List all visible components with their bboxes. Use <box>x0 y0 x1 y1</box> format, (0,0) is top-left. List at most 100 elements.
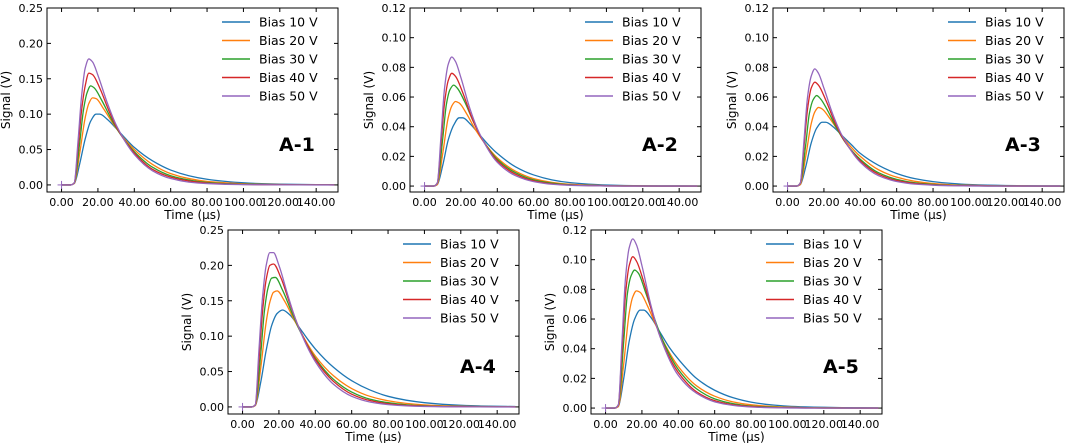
x-tick-label: 80.00 <box>917 196 949 209</box>
x-tick-label: 20.00 <box>82 196 114 209</box>
x-tick-label: 140.00 <box>478 418 517 431</box>
x-tick-label: 0.00 <box>775 196 800 209</box>
y-tick-label: 0.02 <box>382 150 407 163</box>
legend-label: Bias 40 V <box>985 70 1044 85</box>
legend-label: Bias 50 V <box>440 311 499 326</box>
x-tick-label: 140.00 <box>1023 196 1062 209</box>
axes-frame <box>772 7 1065 193</box>
y-tick-label: 0.06 <box>382 91 407 104</box>
legend-label: Bias 20 V <box>259 33 318 48</box>
y-tick-label: 0.00 <box>200 401 225 414</box>
x-axis-label: Time (µs) <box>526 208 583 222</box>
legend-label: Bias 10 V <box>259 15 318 30</box>
x-tick-label: 0.00 <box>49 196 74 209</box>
y-tick-label: 0.12 <box>563 224 588 237</box>
axes-frame <box>227 229 520 415</box>
y-tick-label: 0.04 <box>382 121 407 134</box>
x-tick-label: 140.00 <box>297 196 336 209</box>
axes-frame <box>46 7 339 193</box>
legend-label: Bias 30 V <box>440 274 499 289</box>
x-tick-label: 40.00 <box>300 418 332 431</box>
y-tick-label: 0.00 <box>745 180 770 193</box>
x-tick-label: 140.00 <box>841 418 880 431</box>
legend: Bias 10 V Bias 20 V Bias 30 V Bias 40 V Bias… <box>766 237 862 326</box>
x-tick-label: 60.00 <box>881 196 913 209</box>
y-tick-label: 0.10 <box>745 32 770 45</box>
series-line-bias-50v <box>242 251 516 408</box>
y-tick-label: 0.02 <box>563 372 588 385</box>
y-axis-label: Signal (V) <box>725 71 739 129</box>
legend-label: Bias 10 V <box>440 237 499 252</box>
y-tick-label: 0.10 <box>382 32 407 45</box>
panel-label: A-4 <box>460 356 496 378</box>
y-tick-label: 0.20 <box>19 37 44 50</box>
axes-frame <box>590 229 883 415</box>
x-tick-label: 0.00 <box>230 418 255 431</box>
y-axis-label: Signal (V) <box>0 71 13 129</box>
y-tick-label: 0.04 <box>563 343 588 356</box>
series-line-bias-20v <box>242 290 516 408</box>
x-tick-label: 40.00 <box>663 418 695 431</box>
y-tick-label: 0.25 <box>200 224 225 237</box>
x-tick-label: 0.00 <box>412 196 437 209</box>
y-tick-label: 0.20 <box>200 259 225 272</box>
y-tick-label: 0.10 <box>563 254 588 267</box>
y-tick-label: 0.08 <box>382 61 407 74</box>
x-tick-label: 80.00 <box>372 418 404 431</box>
y-tick-label: 0.10 <box>19 108 44 121</box>
x-tick-label: 100.00 <box>224 196 263 209</box>
legend-label: Bias 50 V <box>985 89 1044 104</box>
panel-label: A-5 <box>823 356 859 378</box>
panel-label: A-2 <box>642 134 678 156</box>
legend-label: Bias 30 V <box>259 52 318 67</box>
legend-label: Bias 20 V <box>622 33 681 48</box>
legend-label: Bias 40 V <box>622 70 681 85</box>
legend-label: Bias 50 V <box>259 89 318 104</box>
x-tick-label: 40.00 <box>845 196 877 209</box>
x-tick-label: 140.00 <box>660 196 699 209</box>
x-tick-label: 20.00 <box>626 418 658 431</box>
plot-area <box>787 68 1061 187</box>
x-tick-label: 20.00 <box>263 418 295 431</box>
legend: Bias 10 V Bias 20 V Bias 30 V Bias 40 V Bias… <box>948 15 1044 104</box>
x-axis-label: Time (µs) <box>707 430 764 443</box>
x-tick-label: 120.00 <box>805 418 844 431</box>
y-tick-label: 0.25 <box>19 2 44 15</box>
x-tick-label: 60.00 <box>699 418 731 431</box>
y-tick-label: 0.08 <box>745 61 770 74</box>
legend-label: Bias 40 V <box>803 292 862 307</box>
axes-frame <box>409 7 702 193</box>
y-tick-label: 0.15 <box>19 73 44 86</box>
legend: Bias 10 V Bias 20 V Bias 30 V Bias 40 V Bias… <box>403 237 499 326</box>
legend-label: Bias 40 V <box>259 70 318 85</box>
y-tick-label: 0.00 <box>19 179 44 192</box>
x-tick-label: 20.00 <box>445 196 477 209</box>
x-tick-label: 100.00 <box>405 418 444 431</box>
x-tick-label: 60.00 <box>336 418 368 431</box>
y-tick-label: 0.04 <box>745 121 770 134</box>
x-tick-label: 80.00 <box>735 418 767 431</box>
series-line-bias-20v <box>605 290 879 409</box>
x-axis-label: Time (µs) <box>163 208 220 222</box>
legend-label: Bias 50 V <box>803 311 862 326</box>
x-tick-label: 0.00 <box>593 418 618 431</box>
y-tick-label: 0.05 <box>19 144 44 157</box>
legend-label: Bias 20 V <box>803 255 862 270</box>
panel-A-1: 0.00 20.00 40.00 60.00 80.00 100.00120.00140.… <box>0 2 339 222</box>
plot-area <box>242 251 516 408</box>
legend-label: Bias 10 V <box>985 15 1044 30</box>
x-tick-label: 40.00 <box>119 196 151 209</box>
x-tick-label: 120.00 <box>987 196 1026 209</box>
y-tick-label: 0.12 <box>382 2 407 15</box>
legend-label: Bias 10 V <box>622 15 681 30</box>
x-axis-label: Time (µs) <box>889 208 946 222</box>
legend-label: Bias 30 V <box>803 274 862 289</box>
panel-label: A-1 <box>279 134 315 156</box>
panel-label: A-3 <box>1005 134 1041 156</box>
plot-area <box>424 56 698 187</box>
series-line-bias-50v <box>61 58 335 186</box>
y-tick-label: 0.06 <box>745 91 770 104</box>
x-tick-label: 120.00 <box>624 196 663 209</box>
legend-label: Bias 10 V <box>803 237 862 252</box>
plot-area <box>61 58 335 186</box>
